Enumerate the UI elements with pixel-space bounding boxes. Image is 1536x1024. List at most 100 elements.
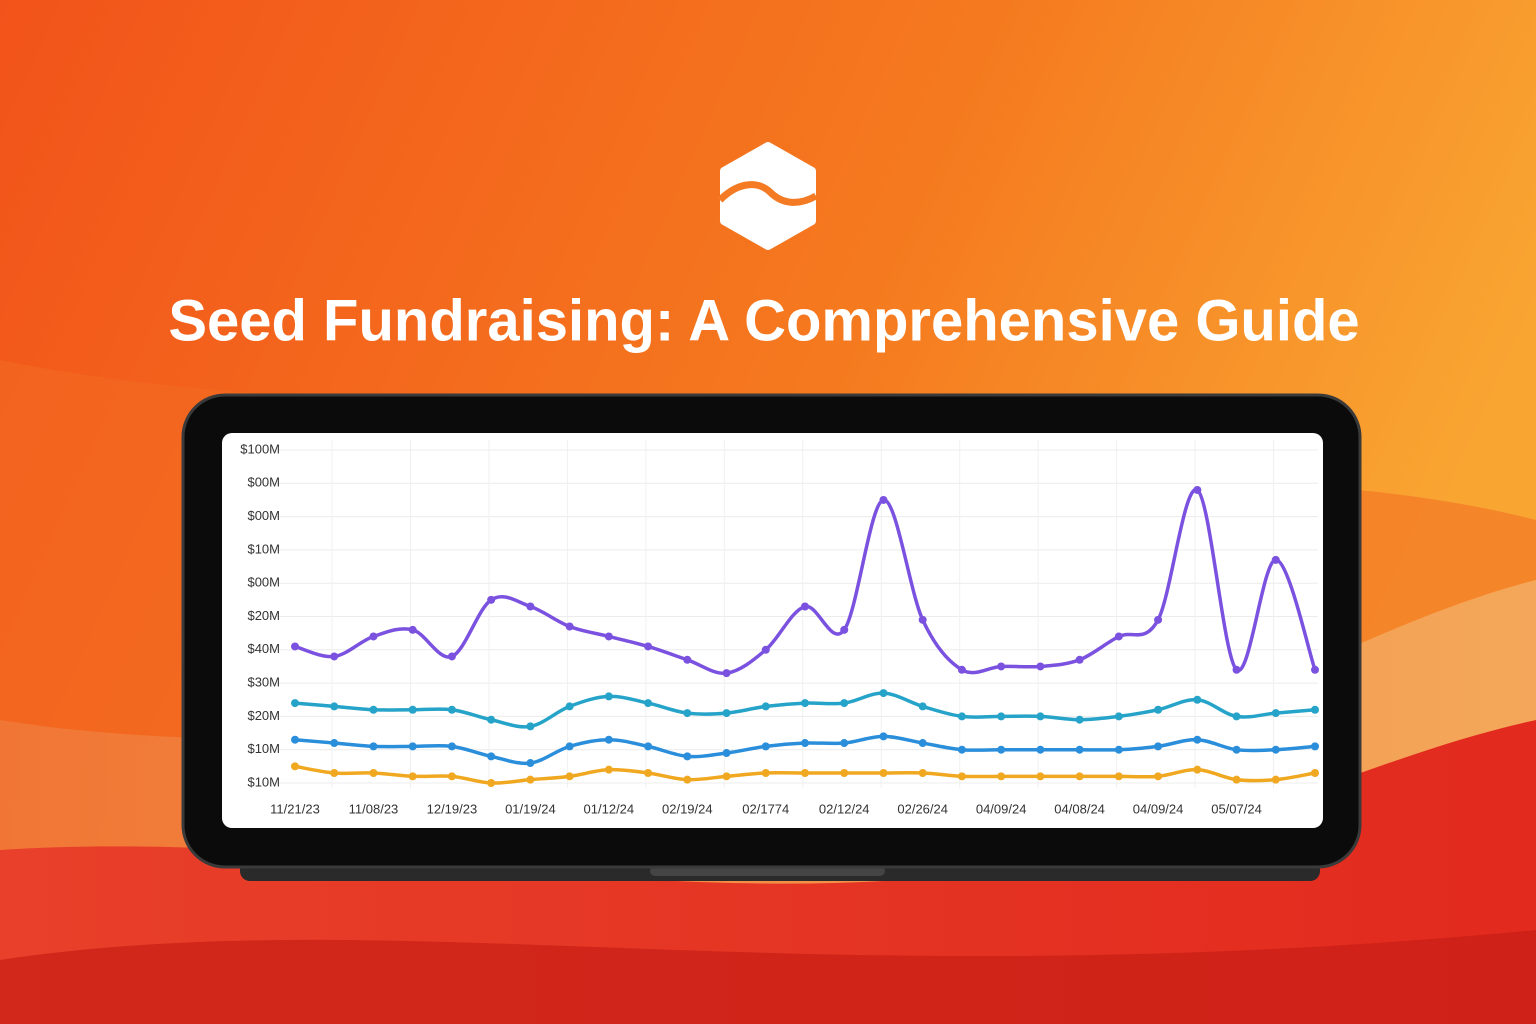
y-tick-label: $00M: [247, 508, 280, 523]
data-point: [957, 745, 966, 754]
data-point: [447, 652, 456, 661]
data-point: [1193, 735, 1202, 744]
page-title: Seed Fundraising: A Comprehensive Guide: [168, 288, 1359, 353]
data-point: [722, 709, 731, 718]
data-point: [291, 642, 299, 651]
data-point: [1311, 769, 1319, 778]
data-point: [330, 702, 339, 711]
data-point: [957, 772, 966, 781]
x-tick-label: 04/09/24: [1133, 801, 1184, 816]
data-point: [330, 739, 339, 748]
data-point: [1154, 615, 1163, 624]
data-point: [291, 762, 299, 771]
data-point: [1075, 715, 1084, 724]
data-point: [526, 722, 535, 731]
data-point: [604, 692, 613, 701]
data-point: [1154, 705, 1163, 714]
data-point: [644, 742, 653, 751]
data-point: [918, 615, 927, 624]
data-point: [840, 739, 849, 748]
data-point: [997, 745, 1006, 754]
data-point: [1075, 655, 1084, 664]
data-point: [1114, 745, 1123, 754]
data-point: [1271, 745, 1280, 754]
data-point: [840, 769, 849, 778]
data-point: [683, 752, 692, 761]
data-point: [330, 652, 339, 661]
y-tick-label: $10M: [247, 774, 280, 789]
data-point: [801, 699, 809, 708]
data-point: [918, 702, 927, 711]
data-point: [1232, 745, 1241, 754]
data-point: [801, 602, 809, 611]
data-point: [526, 775, 535, 784]
y-tick-label: $40M: [247, 641, 280, 656]
data-point: [722, 772, 731, 781]
y-tick-label: $00M: [247, 475, 280, 490]
x-tick-label: 01/19/24: [505, 801, 556, 816]
x-tick-label: 11/08/23: [349, 801, 399, 816]
data-point: [1311, 705, 1319, 714]
x-tick-label: 02/26/24: [897, 801, 948, 816]
data-point: [330, 769, 339, 778]
x-tick-label: 02/19/24: [662, 801, 713, 816]
data-point: [565, 702, 574, 711]
data-point: [1311, 742, 1319, 751]
data-point: [683, 775, 692, 784]
data-point: [487, 715, 496, 724]
data-point: [1075, 772, 1084, 781]
data-point: [761, 769, 770, 778]
logo: [717, 142, 818, 250]
data-point: [369, 632, 378, 641]
data-point: [957, 712, 966, 721]
data-point: [801, 739, 809, 748]
x-tick-label: 02/12/24: [819, 801, 870, 816]
data-point: [1193, 695, 1202, 704]
data-point: [1114, 712, 1123, 721]
data-point: [1271, 775, 1280, 784]
data-point: [487, 779, 496, 787]
data-point: [918, 739, 927, 748]
data-point: [1232, 775, 1241, 784]
data-point: [1232, 712, 1241, 721]
series-line: [293, 488, 1317, 675]
data-point: [879, 732, 888, 741]
x-tick-label: 02/1774: [742, 801, 789, 816]
data-point: [604, 735, 613, 744]
data-point: [526, 602, 535, 611]
data-point: [879, 495, 888, 504]
data-point: [722, 749, 731, 758]
y-tick-label: $20M: [247, 708, 280, 723]
data-point: [604, 765, 613, 774]
data-point: [840, 625, 849, 634]
data-point: [369, 705, 378, 714]
x-tick-label: 04/09/24: [976, 801, 1027, 816]
data-point: [487, 595, 496, 604]
data-point: [997, 662, 1006, 671]
data-point: [683, 709, 692, 718]
data-point: [840, 699, 849, 708]
data-point: [1154, 772, 1163, 781]
data-point: [369, 769, 378, 778]
data-point: [879, 769, 888, 778]
x-tick-label: 01/12/24: [584, 801, 635, 816]
data-point: [447, 742, 456, 751]
data-point: [408, 742, 417, 751]
data-point: [1232, 665, 1241, 674]
y-tick-label: $100M: [240, 441, 280, 456]
data-point: [447, 705, 456, 714]
data-point: [683, 655, 692, 664]
x-tick-label: 04/08/24: [1054, 801, 1105, 816]
data-point: [918, 769, 927, 778]
data-point: [1193, 485, 1202, 494]
data-point: [1271, 709, 1280, 718]
data-point: [801, 769, 809, 778]
data-point: [447, 772, 456, 781]
data-point: [487, 752, 496, 761]
data-point: [408, 772, 417, 781]
y-tick-label: $30M: [247, 675, 280, 690]
data-point: [722, 669, 731, 678]
data-point: [565, 742, 574, 751]
data-point: [761, 742, 770, 751]
